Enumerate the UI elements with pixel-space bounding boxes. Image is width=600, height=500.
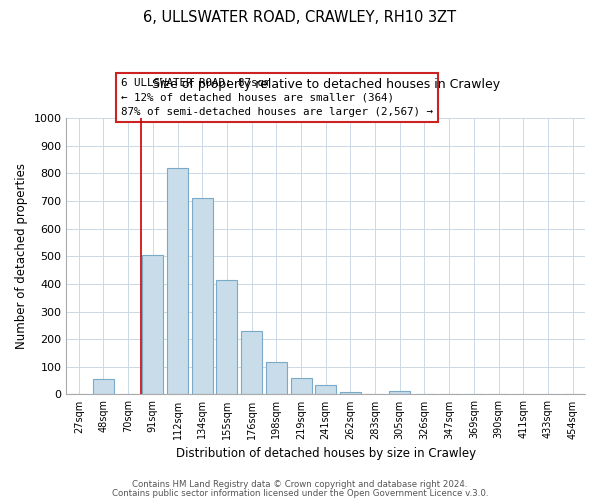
Bar xyxy=(167,168,188,394)
Title: Size of property relative to detached houses in Crawley: Size of property relative to detached ho… xyxy=(152,78,500,90)
Bar xyxy=(217,280,238,394)
Bar xyxy=(192,198,213,394)
Bar xyxy=(241,331,262,394)
Text: Contains public sector information licensed under the Open Government Licence v.: Contains public sector information licen… xyxy=(112,489,488,498)
Bar xyxy=(142,255,163,394)
Bar xyxy=(93,379,114,394)
Bar xyxy=(290,378,311,394)
Text: Contains HM Land Registry data © Crown copyright and database right 2024.: Contains HM Land Registry data © Crown c… xyxy=(132,480,468,489)
Bar xyxy=(389,391,410,394)
Bar xyxy=(340,392,361,394)
Bar xyxy=(315,385,336,394)
Y-axis label: Number of detached properties: Number of detached properties xyxy=(15,164,28,350)
Text: 6, ULLSWATER ROAD, CRAWLEY, RH10 3ZT: 6, ULLSWATER ROAD, CRAWLEY, RH10 3ZT xyxy=(143,10,457,25)
Text: 6 ULLSWATER ROAD: 87sqm
← 12% of detached houses are smaller (364)
87% of semi-d: 6 ULLSWATER ROAD: 87sqm ← 12% of detache… xyxy=(121,78,433,117)
X-axis label: Distribution of detached houses by size in Crawley: Distribution of detached houses by size … xyxy=(176,447,476,460)
Bar xyxy=(266,362,287,394)
